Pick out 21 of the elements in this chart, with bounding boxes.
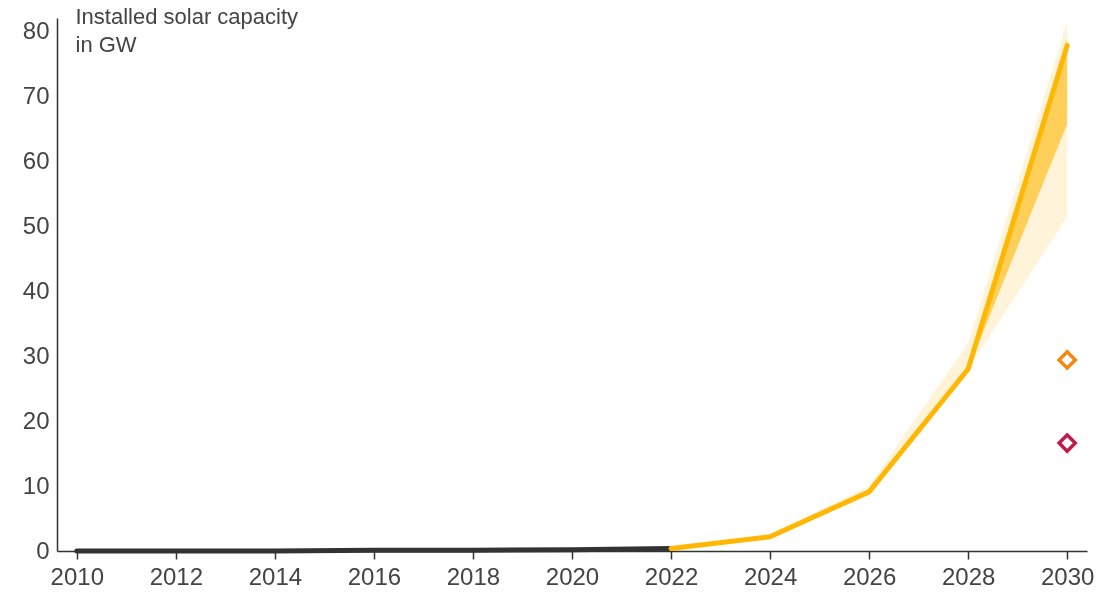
y-tick-label: 40 xyxy=(22,276,50,304)
y-tick-label: 80 xyxy=(22,16,50,44)
y-tick-label: 0 xyxy=(36,536,50,564)
x-tick-label: 2030 xyxy=(1041,562,1095,590)
x-tick-label: 2028 xyxy=(941,562,996,590)
y-tick-label: 20 xyxy=(22,406,50,434)
x-tick-label: 2014 xyxy=(248,562,303,590)
y-tick-label: 60 xyxy=(22,146,50,174)
x-tick-label: 2016 xyxy=(347,562,402,590)
x-tick-label: 2012 xyxy=(149,562,204,590)
x-tick-label: 2010 xyxy=(50,562,104,590)
y-tick-label: 10 xyxy=(22,471,50,499)
x-tick-label: 2020 xyxy=(545,562,600,590)
y-axis-title: Installed solar capacity in GW xyxy=(75,3,299,57)
y-tick-label: 30 xyxy=(22,341,50,369)
x-tick-label: 2022 xyxy=(644,562,699,590)
y-tick-label: 70 xyxy=(22,81,50,109)
x-tick-label: 2018 xyxy=(446,562,501,590)
x-tick-label: 2024 xyxy=(743,562,798,590)
x-tick-label: 2026 xyxy=(842,562,897,590)
y-tick-label: 50 xyxy=(22,211,50,239)
